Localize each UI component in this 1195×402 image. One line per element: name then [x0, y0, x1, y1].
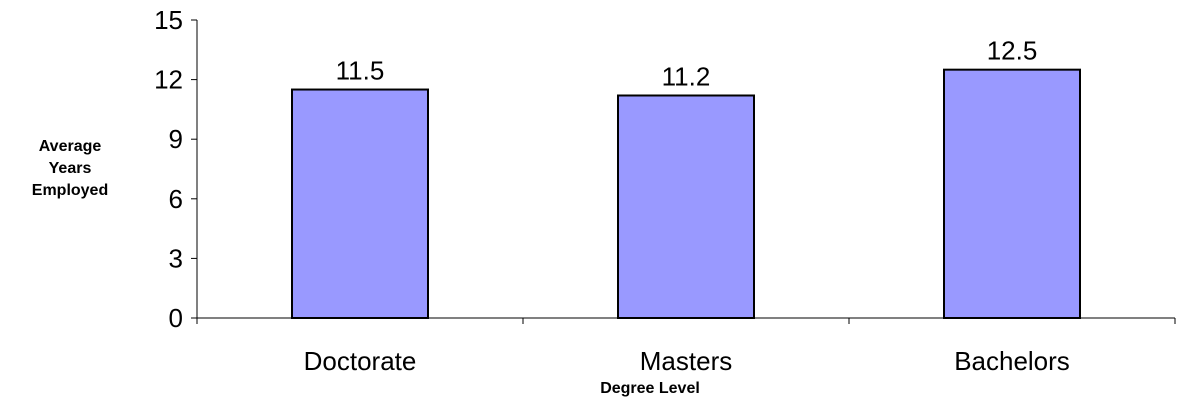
- data-label-bachelors: 12.5: [987, 36, 1038, 66]
- bar-bachelors: [943, 68, 1081, 319]
- y-tick-label-12: 12: [154, 65, 183, 95]
- y-axis-label-line-2: Years: [48, 160, 92, 177]
- y-tick-label-3: 3: [169, 243, 183, 273]
- data-label-masters: 11.2: [662, 61, 711, 91]
- x-tick-label-bachelors: Bachelors: [954, 346, 1070, 376]
- y-tick-label-6: 6: [169, 184, 183, 214]
- x-tick-label-doctorate: Doctorate: [304, 346, 417, 376]
- bar-doctorate: [291, 88, 429, 319]
- y-tick-label-0: 0: [169, 303, 183, 333]
- y-axis-label-line-1: Average: [38, 138, 102, 155]
- x-axis-label: Degree Level: [600, 380, 700, 397]
- y-axis-label-line-3: Employed: [31, 182, 109, 199]
- y-tick-label-15: 15: [154, 5, 183, 35]
- bar-masters: [617, 94, 755, 319]
- data-label-doctorate: 11.5: [336, 56, 385, 86]
- y-tick-label-9: 9: [169, 124, 183, 154]
- y-axis-label: Average Years Employed: [0, 136, 140, 202]
- x-tick-label-masters: Masters: [640, 346, 732, 376]
